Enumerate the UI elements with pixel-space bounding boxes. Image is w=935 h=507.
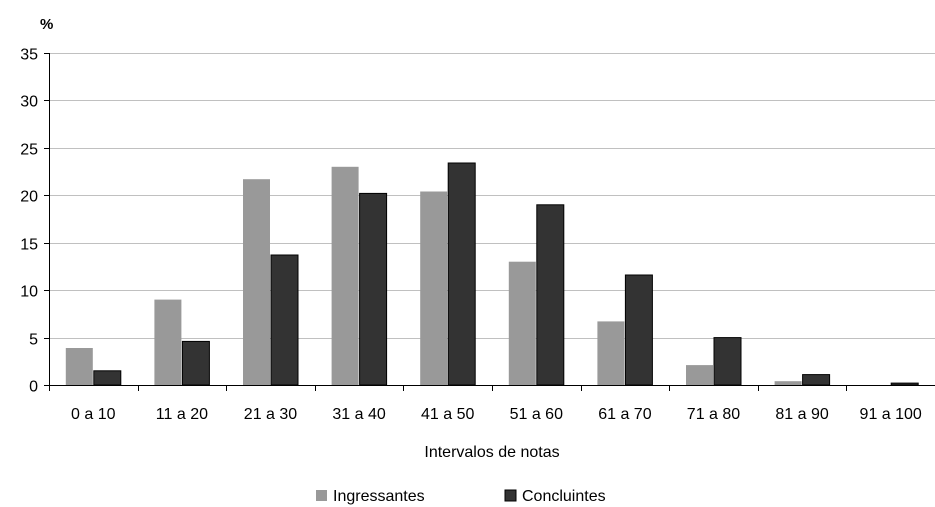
bar-ingressantes [420, 191, 448, 385]
legend-swatch [316, 490, 327, 501]
bar-concluintes [359, 192, 388, 386]
x-axis-title: Intervalos de notas [424, 444, 559, 461]
y-tick-label: 5 [29, 332, 38, 349]
y-tick-label: 15 [20, 237, 38, 254]
bar-ingressantes [65, 348, 93, 385]
legend-swatch [504, 489, 517, 502]
x-tick-label: 0 a 10 [71, 406, 116, 423]
y-unit-label: % [40, 16, 53, 33]
x-tick-label: 81 a 90 [775, 406, 828, 423]
legend-label: Ingressantes [333, 488, 425, 505]
x-tick-label: 61 a 70 [598, 406, 651, 423]
y-tick-label: 35 [20, 47, 38, 64]
bar-ingressantes [331, 166, 359, 385]
y-tick-label: 0 [29, 379, 38, 396]
y-tick-label: 30 [20, 94, 38, 111]
bar-concluintes [713, 337, 742, 386]
bar-ingressantes [243, 179, 270, 385]
y-tick-label: 25 [20, 142, 38, 159]
legend-label: Concluintes [522, 488, 606, 505]
bar-concluintes [181, 340, 210, 386]
x-tick-label: 51 a 60 [510, 406, 563, 423]
bars [65, 162, 919, 386]
bar-ingressantes [597, 321, 625, 385]
bar-concluintes [890, 382, 919, 386]
bar-concluintes [270, 254, 299, 386]
x-tick-label: 41 a 50 [421, 406, 474, 423]
x-tick-label: 21 a 30 [244, 406, 297, 423]
bar-concluintes [447, 162, 476, 386]
y-tick-label: 10 [20, 284, 38, 301]
x-tick-label: 11 a 20 [156, 406, 208, 423]
tick-labels: 0 5 10 15 20 25 30 35 0 a 10 11 a 20 21 a 30 31 a 4… [20, 47, 922, 424]
x-tick-label: 71 a 80 [687, 406, 740, 423]
bar-concluintes [93, 370, 122, 386]
legend: Ingressantes Concluintes [316, 488, 606, 505]
x-tick-label: 31 a 40 [332, 406, 385, 423]
gridlines [49, 53, 935, 339]
bar-concluintes [536, 204, 565, 386]
bar-concluintes [802, 374, 831, 386]
bar-ingressantes [508, 261, 536, 385]
axes [49, 53, 935, 386]
bar-concluintes [624, 274, 653, 386]
y-tick-label: 20 [20, 189, 38, 206]
x-tick-label: 91 a 100 [860, 406, 922, 423]
bar-ingressantes [154, 299, 182, 385]
bar-ingressantes [774, 381, 802, 385]
bar-ingressantes [686, 365, 713, 385]
